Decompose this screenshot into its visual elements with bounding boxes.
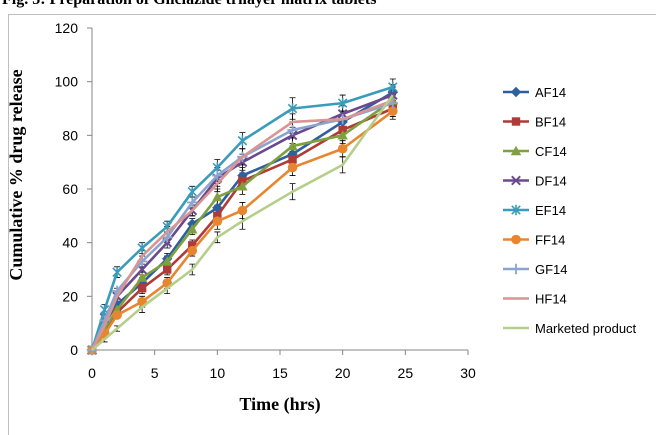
legend-marker — [510, 263, 522, 275]
data-point — [237, 181, 248, 191]
series-gf14 — [86, 97, 398, 356]
data-point — [187, 218, 198, 230]
legend-item: HF14 — [503, 292, 567, 307]
series-ef14 — [87, 81, 398, 356]
data-point — [338, 125, 347, 135]
y-tick-label: 0 — [70, 342, 78, 358]
data-point — [238, 176, 247, 186]
legend-label: GF14 — [535, 262, 568, 277]
data-point — [287, 124, 298, 136]
figure-title: Fig. 5: Preparation of Gliclazide trilay… — [2, 0, 376, 9]
legend-label: HF14 — [535, 292, 567, 307]
legend-marker — [511, 234, 521, 245]
x-tick-label: 15 — [272, 365, 288, 381]
data-point — [237, 205, 248, 216]
legend-item: BF14 — [503, 115, 566, 130]
y-tick-label: 120 — [55, 20, 79, 36]
data-point — [337, 143, 348, 154]
data-point — [337, 108, 348, 119]
legend-marker — [511, 117, 521, 126]
legend-item: CF14 — [503, 144, 567, 159]
data-point — [388, 106, 398, 116]
x-tick-label: 0 — [88, 365, 96, 381]
y-tick-label: 20 — [62, 288, 78, 304]
data-point — [136, 272, 148, 282]
frame-top-border — [8, 14, 656, 15]
data-point — [163, 265, 172, 274]
legend-item: AF14 — [503, 85, 566, 100]
legend-marker — [510, 145, 522, 156]
x-axis-label: Time (hrs) — [239, 394, 320, 415]
legend-marker — [510, 86, 522, 98]
data-point — [287, 103, 298, 114]
series-line — [91, 94, 394, 351]
legend-label: AF14 — [535, 85, 566, 100]
x-tick-label: 20 — [335, 365, 351, 381]
data-point — [237, 135, 248, 146]
data-point — [112, 310, 122, 320]
data-point — [162, 256, 173, 266]
y-axis-label: Cumulative % drug release — [6, 69, 26, 280]
data-point — [287, 140, 298, 151]
chart-series — [86, 81, 398, 356]
x-tick-label: 30 — [460, 365, 476, 381]
legend-marker — [511, 175, 521, 186]
legend-label: FF14 — [535, 233, 565, 248]
frame-left-border — [8, 14, 9, 435]
data-point — [187, 197, 198, 208]
series-marketed-product — [91, 94, 394, 351]
data-point — [288, 155, 297, 164]
series-line — [90, 99, 394, 351]
legend-item: GF14 — [503, 262, 568, 277]
legend-item: EF14 — [503, 203, 566, 218]
legend-label: CF14 — [535, 144, 567, 159]
y-tick-label: 100 — [55, 74, 79, 90]
chart-legend: AF14 BF14 CF14 DF14 EF14 FF14 GF14 HF14 Marketed… — [503, 85, 637, 336]
data-point — [162, 232, 173, 243]
data-point — [388, 81, 398, 93]
data-point — [112, 266, 122, 278]
data-point — [187, 224, 198, 234]
legend-item: FF14 — [503, 233, 565, 248]
data-point — [187, 245, 198, 256]
data-point — [212, 170, 223, 181]
x-tick-label: 25 — [398, 365, 414, 381]
data-point — [337, 130, 348, 140]
x-tick-label: 5 — [151, 365, 159, 381]
data-point — [212, 191, 223, 202]
legend-label: EF14 — [535, 203, 566, 218]
data-point — [137, 242, 147, 254]
legend-item: DF14 — [503, 174, 567, 189]
series-hf14 — [90, 99, 394, 351]
x-tick-label: 10 — [210, 365, 226, 381]
y-tick-label: 80 — [62, 127, 78, 143]
data-point — [188, 241, 197, 250]
y-tick-label: 60 — [62, 181, 78, 197]
data-point — [337, 97, 348, 109]
data-point — [212, 216, 223, 226]
y-tick-label: 40 — [62, 235, 78, 251]
legend-label: DF14 — [535, 174, 567, 189]
legend-item: Marketed product — [503, 321, 637, 336]
chart-axes: 0 20 40 60 80 100 120 0 5 10 15 20 25 30 — [55, 20, 476, 381]
data-point — [213, 211, 222, 221]
legend-label: Marketed product — [535, 321, 637, 336]
data-point — [287, 162, 298, 173]
legend-label: BF14 — [535, 115, 566, 130]
data-point — [137, 284, 147, 293]
data-point — [187, 186, 198, 197]
legend-marker — [511, 204, 521, 216]
